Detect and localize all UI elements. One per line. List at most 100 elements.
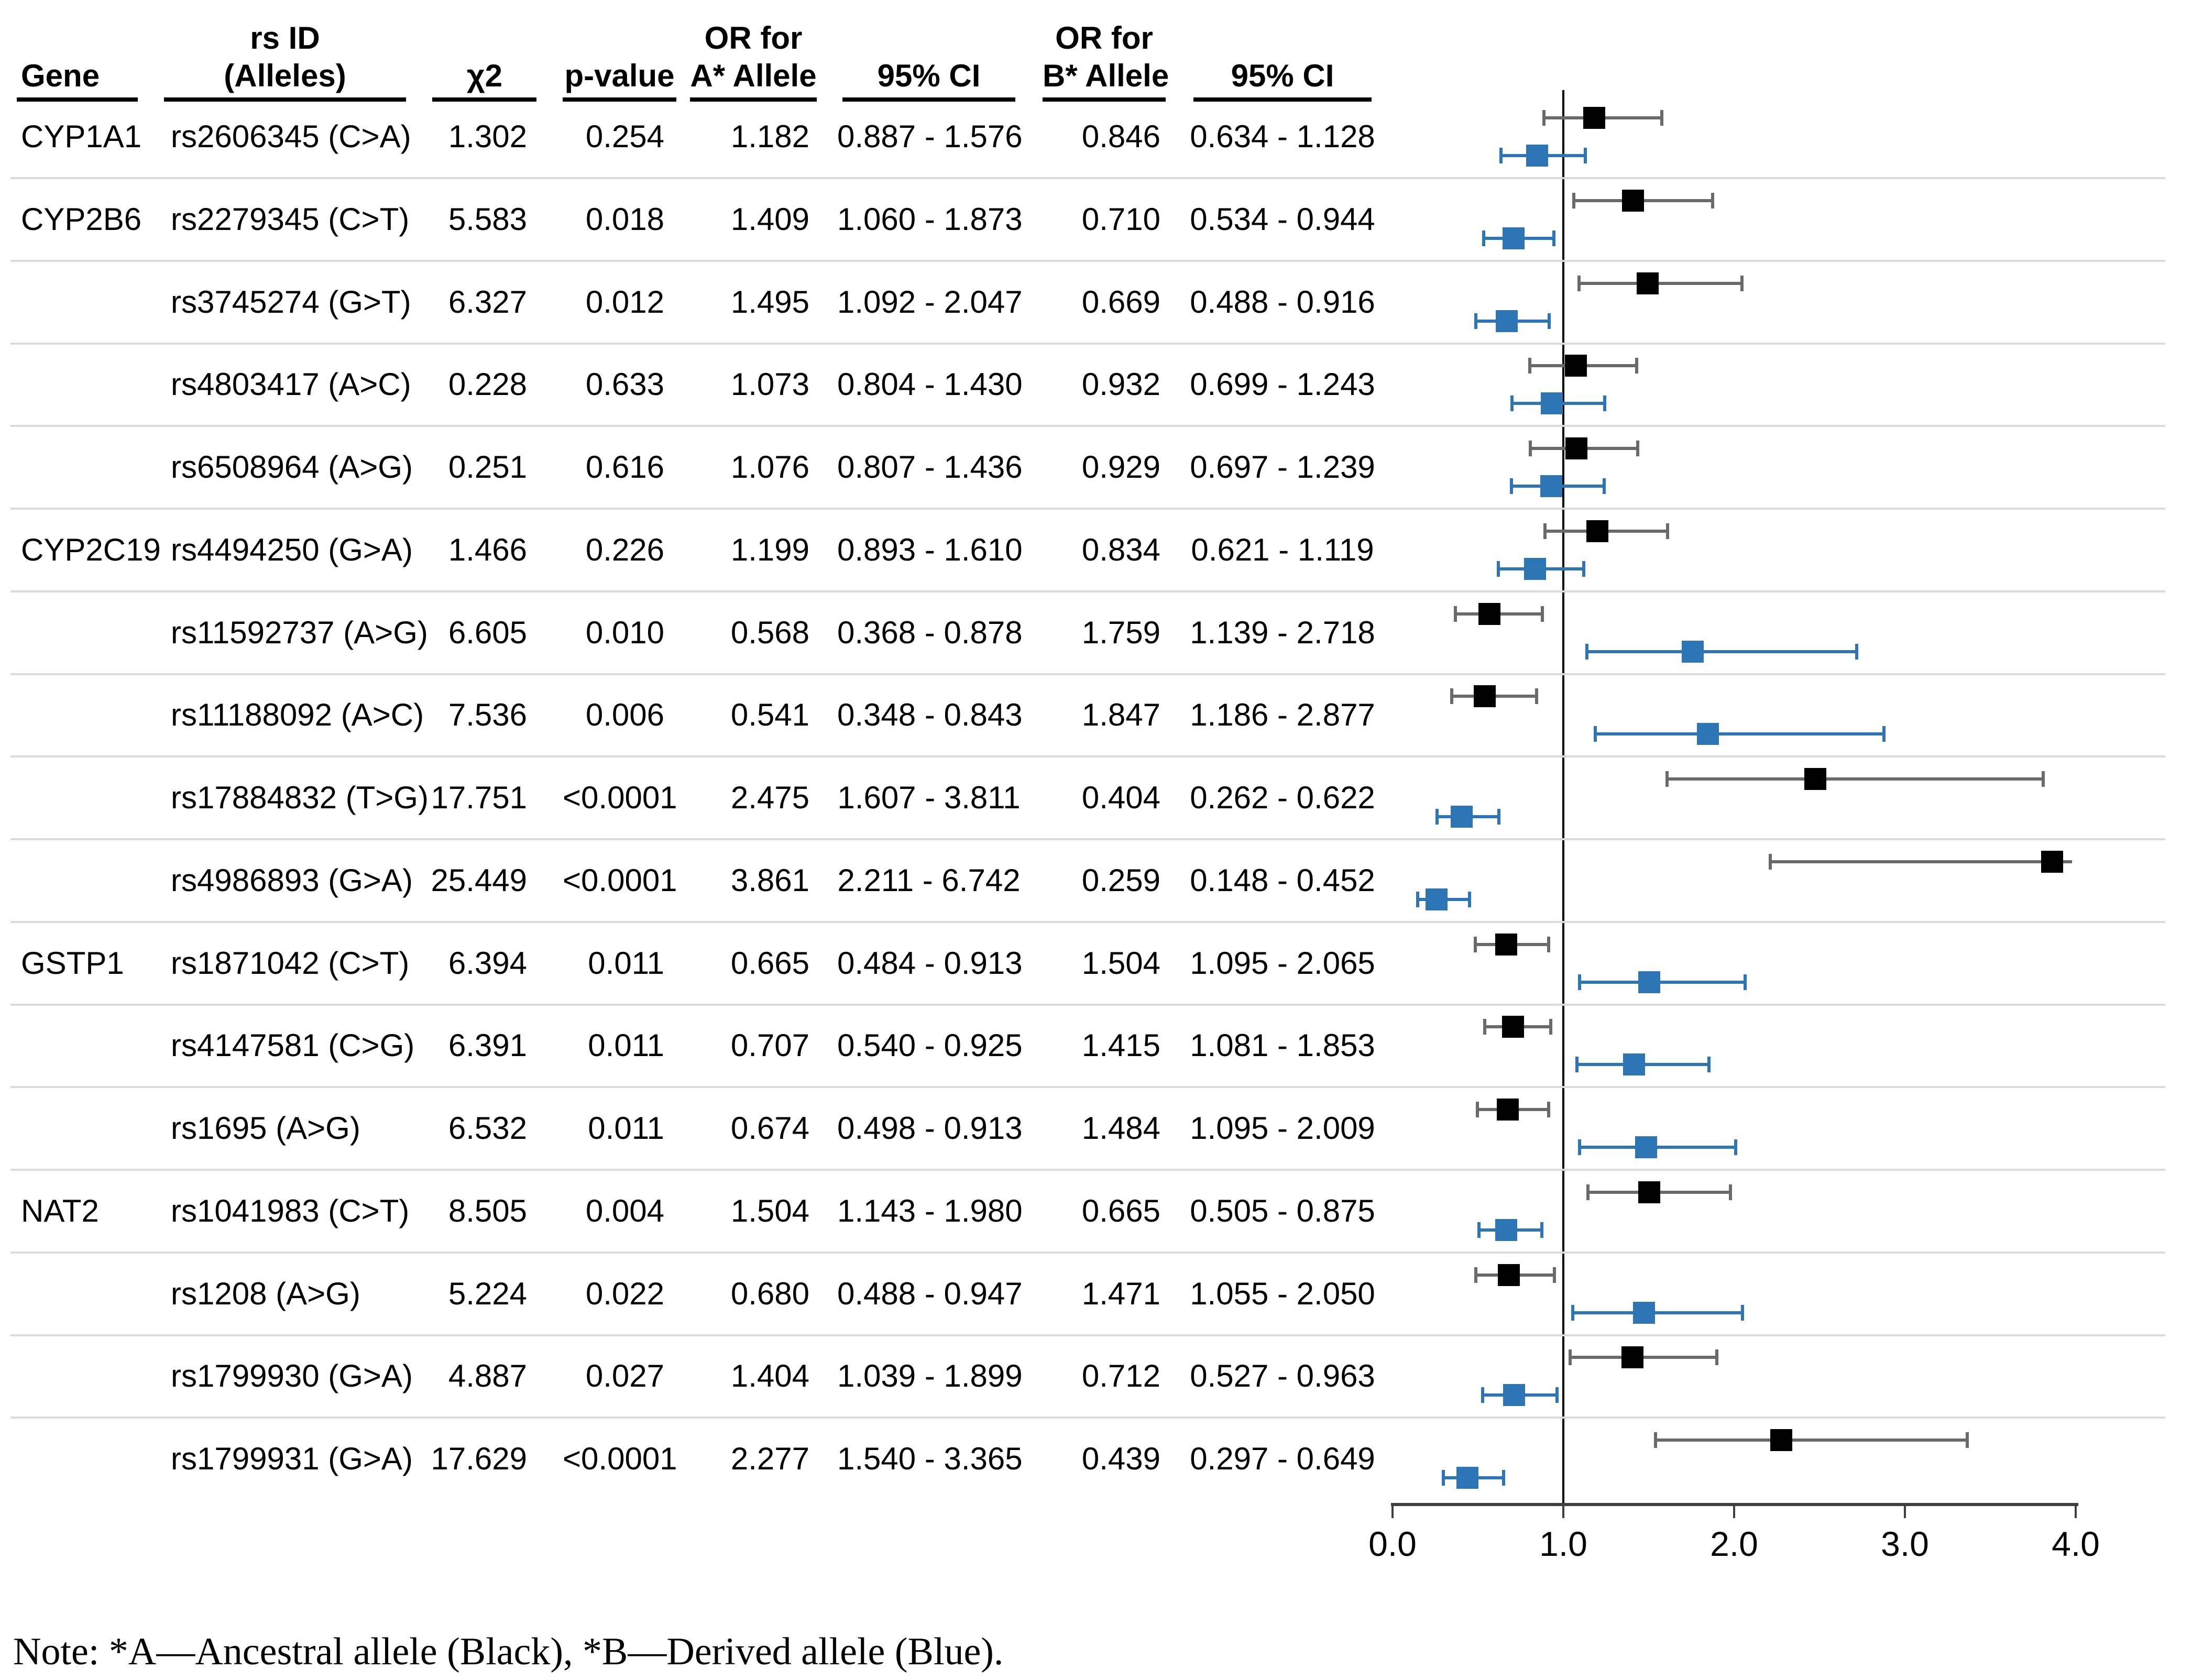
underline-pvalue <box>563 97 676 102</box>
cell-chi2: 17.751 <box>431 780 527 815</box>
ci-cap-left-b <box>1577 974 1581 990</box>
cell-chi2: 5.583 <box>448 201 527 237</box>
ci-cap-left-b <box>1497 561 1500 577</box>
cell-or_b: 0.669 <box>1081 284 1160 320</box>
ci-cap-left-b <box>1435 809 1439 825</box>
cell-ci_b: 1.055 - 2.050 <box>1190 1276 1375 1311</box>
cell-ci_b: 0.534 - 0.944 <box>1190 201 1375 237</box>
ci-cap-right-a <box>1636 441 1640 456</box>
forest-marker-b-square <box>1426 888 1448 910</box>
ci-cap-right-b <box>1501 1470 1505 1486</box>
forest-marker-b-square <box>1540 392 1563 415</box>
cell-ci_a: 0.540 - 0.925 <box>837 1028 1023 1063</box>
cell-p: 0.254 <box>585 119 664 154</box>
x-axis-tick-label: 3.0 <box>1881 1524 1929 1563</box>
forest-marker-b-square <box>1450 806 1473 828</box>
forest-marker-a-square <box>2041 850 2063 873</box>
x-axis-tick-label: 2.0 <box>1710 1524 1758 1563</box>
cell-ci_b: 0.488 - 0.916 <box>1190 284 1375 320</box>
cell-rsid: rs1799931 (G>A) <box>171 1441 413 1476</box>
ci-cap-left-b <box>1585 643 1589 660</box>
forest-marker-b-square <box>1682 640 1704 663</box>
ci-cap-right-a <box>1549 1019 1552 1035</box>
header-or-a-bottom: A* Allele <box>690 58 817 93</box>
cell-ci_a: 1.607 - 3.811 <box>837 780 1021 815</box>
cell-or_b: 0.404 <box>1081 780 1160 815</box>
forest-marker-a-square <box>1637 272 1659 294</box>
cell-rsid: rs4494250 (G>A) <box>171 532 413 567</box>
cell-gene: GSTP1 <box>21 945 124 981</box>
cell-gene <box>21 1270 178 1317</box>
ci-cap-right-a <box>1635 358 1639 374</box>
x-axis-tick-label: 0.0 <box>1368 1524 1417 1563</box>
row-separator <box>10 1003 2165 1006</box>
x-axis-tick <box>2075 1505 2077 1518</box>
ci-cap-right-a <box>1965 1432 1969 1448</box>
cell-chi2: 17.629 <box>431 1441 527 1476</box>
cell-gene <box>21 691 178 739</box>
ci-cap-right-b <box>1603 396 1607 412</box>
cell-rsid: rs1799930 (G>A) <box>171 1358 413 1394</box>
row-separator <box>10 1251 2165 1254</box>
ci-cap-left-a <box>1543 523 1547 539</box>
ci-cap-right-a <box>1541 606 1544 622</box>
cell-ci_b: 0.699 - 1.243 <box>1190 367 1375 402</box>
cell-or_b: 0.259 <box>1081 862 1160 898</box>
underline-rsid <box>164 97 406 102</box>
ci-cap-right-a <box>1547 1102 1550 1117</box>
ci-cap-left-a <box>1568 1349 1572 1366</box>
ci-whisker-a <box>1667 777 2044 781</box>
cell-ci_b: 1.186 - 2.877 <box>1190 697 1375 733</box>
cell-p: 0.012 <box>585 284 664 320</box>
cell-ci_a: 1.540 - 3.365 <box>837 1441 1023 1476</box>
cell-ci_b: 1.095 - 2.009 <box>1190 1111 1375 1146</box>
cell-or_a: 1.076 <box>730 449 809 485</box>
ci-cap-left-b <box>1482 230 1486 246</box>
cell-rsid: rs1695 (A>G) <box>171 1111 360 1146</box>
underline-chi2 <box>432 97 536 102</box>
cell-rsid: rs1871042 (C>T) <box>171 945 410 981</box>
cell-rsid: rs4986893 (G>A) <box>171 862 413 898</box>
x-axis-tick <box>1391 1505 1394 1518</box>
cell-ci_a: 0.807 - 1.436 <box>837 449 1023 485</box>
ci-cap-left-b <box>1477 1222 1481 1238</box>
cell-chi2: 1.302 <box>448 119 527 154</box>
cell-or_a: 3.861 <box>730 862 809 898</box>
header-chi2: χ2 <box>467 58 502 93</box>
ci-cap-left-a <box>1453 606 1457 622</box>
cell-p: <0.0001 <box>563 862 677 898</box>
cell-gene <box>21 1022 178 1069</box>
cell-gene <box>21 1105 178 1152</box>
forest-marker-a-square <box>1622 189 1645 212</box>
forest-marker-a-square <box>1564 355 1587 377</box>
cell-ci_a: 1.092 - 2.047 <box>837 284 1023 320</box>
cell-ci_b: 0.621 - 1.119 <box>1191 532 1374 567</box>
ci-cap-right-a <box>1740 275 1744 291</box>
cell-p: 0.011 <box>588 945 664 981</box>
row-separator <box>10 920 2165 923</box>
ci-cap-right-b <box>1744 974 1747 990</box>
row-separator <box>10 673 2165 675</box>
cell-p: 0.011 <box>588 1111 664 1146</box>
forest-marker-b-square <box>1456 1467 1479 1489</box>
cell-p: 0.018 <box>585 201 664 237</box>
ci-cap-right-a <box>2042 771 2045 787</box>
cell-p: 0.022 <box>585 1276 664 1311</box>
cell-or_a: 1.073 <box>730 367 809 402</box>
cell-p: 0.027 <box>585 1358 664 1394</box>
ci-cap-left-b <box>1510 478 1514 494</box>
ci-cap-right-b <box>1734 1139 1737 1155</box>
row-separator <box>10 1086 2165 1089</box>
ci-cap-right-b <box>1582 561 1585 577</box>
cell-or_b: 1.759 <box>1081 614 1160 650</box>
cell-or_b: 0.929 <box>1081 449 1160 485</box>
ci-cap-right-b <box>1882 726 1886 742</box>
ci-whisker-b <box>1572 1311 1743 1314</box>
cell-or_a: 2.277 <box>730 1441 809 1476</box>
cell-rsid: rs2606345 (C>A) <box>171 119 411 154</box>
cell-ci_a: 1.039 - 1.899 <box>837 1358 1023 1394</box>
forest-marker-b-square <box>1632 1301 1655 1324</box>
cell-gene: CYP2C19 <box>21 532 161 567</box>
ci-cap-right-b <box>1855 643 1859 660</box>
header-rsid-bottom: (Alleles) <box>224 58 346 93</box>
